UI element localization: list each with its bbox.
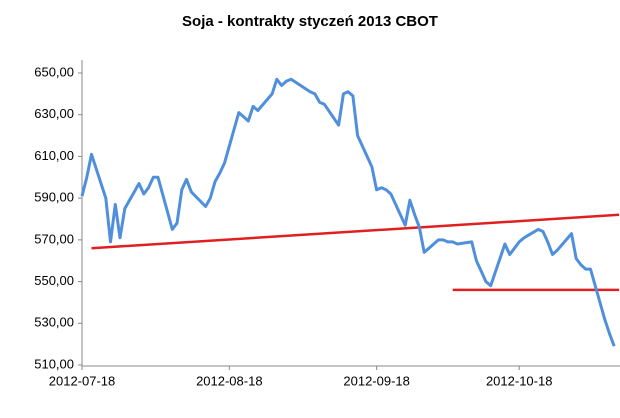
y-tick-label: 650,00 bbox=[34, 64, 74, 79]
y-tick-label: 630,00 bbox=[34, 106, 74, 121]
y-tick-label: 590,00 bbox=[34, 190, 74, 205]
data-line bbox=[80, 77, 616, 347]
trend-line bbox=[91, 213, 620, 250]
y-tick-label: 530,00 bbox=[34, 315, 74, 330]
y-tick-label: 570,00 bbox=[34, 231, 74, 246]
y-tick-label: 610,00 bbox=[34, 148, 74, 163]
x-tick-label: 2012-07-18 bbox=[49, 373, 116, 388]
x-tick-label: 2012-10-18 bbox=[486, 373, 553, 388]
y-tick-label: 550,00 bbox=[34, 273, 74, 288]
y-tick-label: 510,00 bbox=[34, 356, 74, 371]
x-tick-label: 2012-08-18 bbox=[196, 373, 263, 388]
chart-title: Soja - kontrakty styczeń 2013 CBOT bbox=[182, 13, 438, 30]
x-tick-label: 2012-09-18 bbox=[343, 373, 410, 388]
